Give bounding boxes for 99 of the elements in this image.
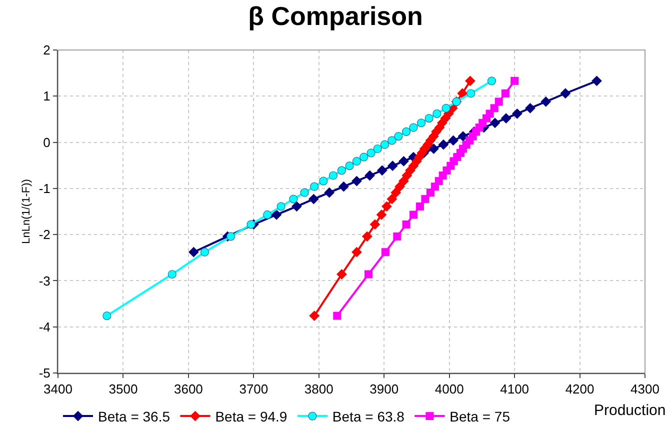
x-tick-label: 4200	[565, 382, 594, 397]
point	[465, 76, 476, 86]
point	[308, 194, 319, 204]
point	[402, 220, 410, 228]
point	[386, 194, 398, 204]
point	[560, 88, 571, 99]
y-tick-label: -4	[38, 319, 50, 334]
point	[373, 144, 382, 154]
point	[271, 210, 282, 220]
point	[366, 148, 376, 158]
point	[200, 248, 210, 256]
point	[337, 166, 346, 175]
point	[381, 248, 390, 256]
point	[438, 139, 449, 150]
point	[393, 232, 402, 240]
point	[409, 123, 418, 132]
point	[246, 220, 256, 229]
point	[490, 118, 500, 128]
point	[500, 113, 512, 124]
legend-label: Beta = 63.8	[332, 408, 405, 425]
y-tick-label: -5	[38, 366, 50, 381]
point	[102, 311, 112, 320]
x-tick-label: 4300	[630, 382, 660, 397]
y-axis-title: LnLn(1/(1-F))	[20, 179, 32, 244]
y-tick-label: -3	[38, 273, 50, 288]
point	[226, 232, 236, 241]
x-tick-label: 3500	[108, 382, 138, 397]
y-tick-label: 1	[43, 88, 50, 104]
point	[338, 181, 349, 192]
point	[345, 162, 354, 170]
point	[188, 246, 199, 258]
point	[376, 210, 387, 220]
point	[402, 127, 411, 136]
point	[487, 76, 496, 86]
x-axis-title: Production	[594, 402, 666, 419]
point	[382, 201, 392, 212]
point	[310, 182, 319, 191]
point	[360, 152, 368, 162]
point	[494, 98, 503, 106]
point	[416, 202, 424, 210]
point	[428, 144, 439, 154]
point	[466, 89, 476, 98]
point	[387, 160, 398, 172]
point	[352, 156, 362, 166]
point	[289, 194, 298, 204]
x-tick-label: 3600	[174, 382, 203, 397]
legend-label: Beta = 36.5	[98, 408, 170, 425]
point	[490, 104, 498, 112]
x-tick-label: 4100	[500, 382, 530, 397]
point	[592, 76, 602, 86]
point	[388, 136, 396, 145]
point	[510, 76, 519, 85]
point	[448, 135, 458, 146]
legend-label: Beta = 94.9	[215, 408, 288, 425]
y-tick-label: 0	[43, 134, 50, 150]
point	[276, 202, 286, 211]
point	[364, 270, 372, 278]
point	[398, 156, 409, 166]
point	[292, 201, 302, 212]
x-tick-label: 3400	[44, 382, 72, 397]
point	[364, 170, 375, 181]
point	[352, 176, 362, 186]
point	[424, 114, 434, 123]
x-tick-label: 4000	[434, 382, 464, 397]
point	[352, 246, 362, 258]
point	[333, 312, 342, 320]
point	[263, 210, 272, 220]
point	[380, 140, 390, 149]
point	[300, 188, 309, 197]
point	[324, 187, 335, 198]
point	[309, 310, 320, 321]
point	[512, 108, 522, 119]
point	[442, 104, 450, 112]
y-tick-label: -2	[38, 227, 50, 242]
point	[421, 195, 430, 204]
y-tick-label: -1	[38, 180, 50, 196]
point	[525, 102, 536, 114]
x-tick-label: 3900	[370, 382, 399, 397]
y-tick-label: 2	[43, 42, 50, 58]
point	[336, 269, 347, 280]
point	[394, 132, 403, 141]
x-tick-label: 3700	[239, 382, 268, 397]
point	[457, 88, 468, 99]
point	[362, 231, 372, 242]
legend-label: Beta = 75	[450, 408, 510, 425]
point	[416, 118, 426, 128]
chart-title: β Comparison	[248, 0, 423, 31]
point	[319, 176, 328, 186]
point	[432, 109, 442, 118]
point	[394, 181, 405, 192]
point	[390, 187, 402, 198]
point	[540, 96, 552, 107]
x-tick-label: 3800	[304, 382, 334, 397]
point	[376, 165, 388, 176]
point	[168, 270, 176, 279]
point	[501, 89, 510, 98]
point	[409, 210, 418, 219]
point	[370, 219, 380, 230]
point	[328, 171, 338, 180]
